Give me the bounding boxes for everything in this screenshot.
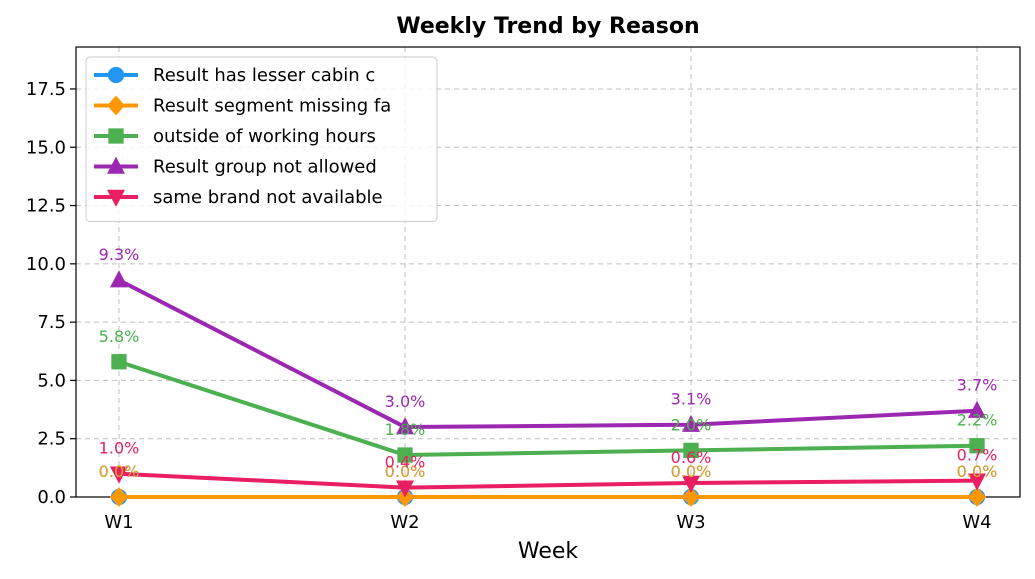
x-tick-label: W2 [390, 512, 419, 533]
legend-item: outside of working hours [94, 126, 376, 147]
y-tick-label: 15.0 [26, 137, 66, 158]
data-point [683, 442, 699, 459]
data-point [682, 414, 700, 432]
data-label: 0.0% [957, 462, 998, 481]
data-point [682, 475, 700, 493]
x-tick-label: W1 [104, 512, 133, 533]
data-labels: 0.0% 0.0% 0.0% 0.0%0.0% 0.0% 0.0% 0.0%5.8%1.8%… [99, 245, 998, 481]
y-tick-label: 5.0 [37, 370, 66, 391]
y-tick-label: 17.5 [26, 79, 66, 100]
legend-marker [107, 66, 125, 84]
data-point [110, 270, 128, 288]
data-point [968, 473, 986, 491]
y-tick-label: 12.5 [26, 196, 66, 217]
data-label: 0.4% [385, 453, 426, 472]
series-line [118, 278, 978, 430]
legend-label: Result segment missing fa [153, 96, 391, 117]
data-label: 0.0% [385, 462, 426, 481]
data-label: 1.8% [385, 420, 426, 439]
y-tick-label: 0.0 [37, 487, 66, 508]
legend-label: Result has lesser cabin c [153, 65, 375, 86]
y-tick-label: 2.5 [37, 429, 66, 450]
legend-item: Result has lesser cabin c [94, 65, 375, 86]
data-label: 3.7% [957, 376, 998, 395]
y-tick-label: 10.0 [26, 254, 66, 275]
series-3 [110, 270, 986, 435]
data-label: 3.1% [671, 390, 712, 409]
legend-marker [108, 128, 124, 144]
legend-label: outside of working hours [153, 126, 376, 147]
axes: 0.0 2.5 5.0 7.5 10.0 12.5 15.0 17.5 W1 W2 W3 W4 [26, 46, 1021, 533]
legend-marker [107, 95, 125, 116]
data-label: 0.6% [671, 448, 712, 467]
x-tick-label: W4 [962, 512, 991, 533]
data-label: 0.7% [957, 446, 998, 465]
data-point [110, 487, 128, 507]
legend-box [85, 56, 438, 222]
data-point [397, 447, 413, 463]
x-axis-label: Week [518, 539, 579, 564]
legend-marker [107, 189, 125, 207]
data-point [968, 487, 986, 507]
data-label: 0.0% [957, 462, 998, 481]
legend-label: Result group not allowed [153, 157, 377, 178]
series-line [118, 471, 978, 490]
data-point [969, 438, 985, 454]
series-line [118, 359, 978, 458]
data-label: 5.8% [99, 327, 140, 346]
data-point [110, 466, 128, 484]
data-label: 2.0% [671, 415, 712, 434]
data-label: 0.0% [99, 462, 140, 481]
data-label: 9.3% [99, 245, 140, 264]
data-point [682, 487, 700, 507]
data-point [111, 354, 127, 370]
data-label: 1.0% [99, 439, 140, 458]
data-point [396, 417, 414, 435]
data-label: 2.2% [957, 411, 998, 430]
series-4 [110, 466, 986, 498]
data-label: 0.0% [671, 462, 712, 481]
data-label: 0.0% [99, 462, 140, 481]
data-point [396, 480, 414, 498]
series-2 [111, 354, 985, 463]
x-tick-label: W3 [676, 512, 705, 533]
legend-item: same brand not available [94, 187, 383, 208]
data-point [968, 400, 986, 418]
data-label: 0.0% [671, 462, 712, 481]
series-1 [110, 487, 986, 507]
legend-item: Result group not allowed [94, 157, 377, 178]
data-label: 0.0% [385, 462, 426, 481]
legend-marker [107, 156, 125, 174]
legend-label: same brand not available [153, 187, 383, 208]
legend-item: Result segment missing fa [94, 96, 391, 117]
legend: Result has lesser cabin c Result segment … [85, 56, 438, 222]
series-group [110, 270, 986, 507]
data-label: 3.0% [385, 392, 426, 411]
y-tick-label: 7.5 [37, 312, 66, 333]
chart-title: Weekly Trend by Reason [396, 14, 699, 39]
